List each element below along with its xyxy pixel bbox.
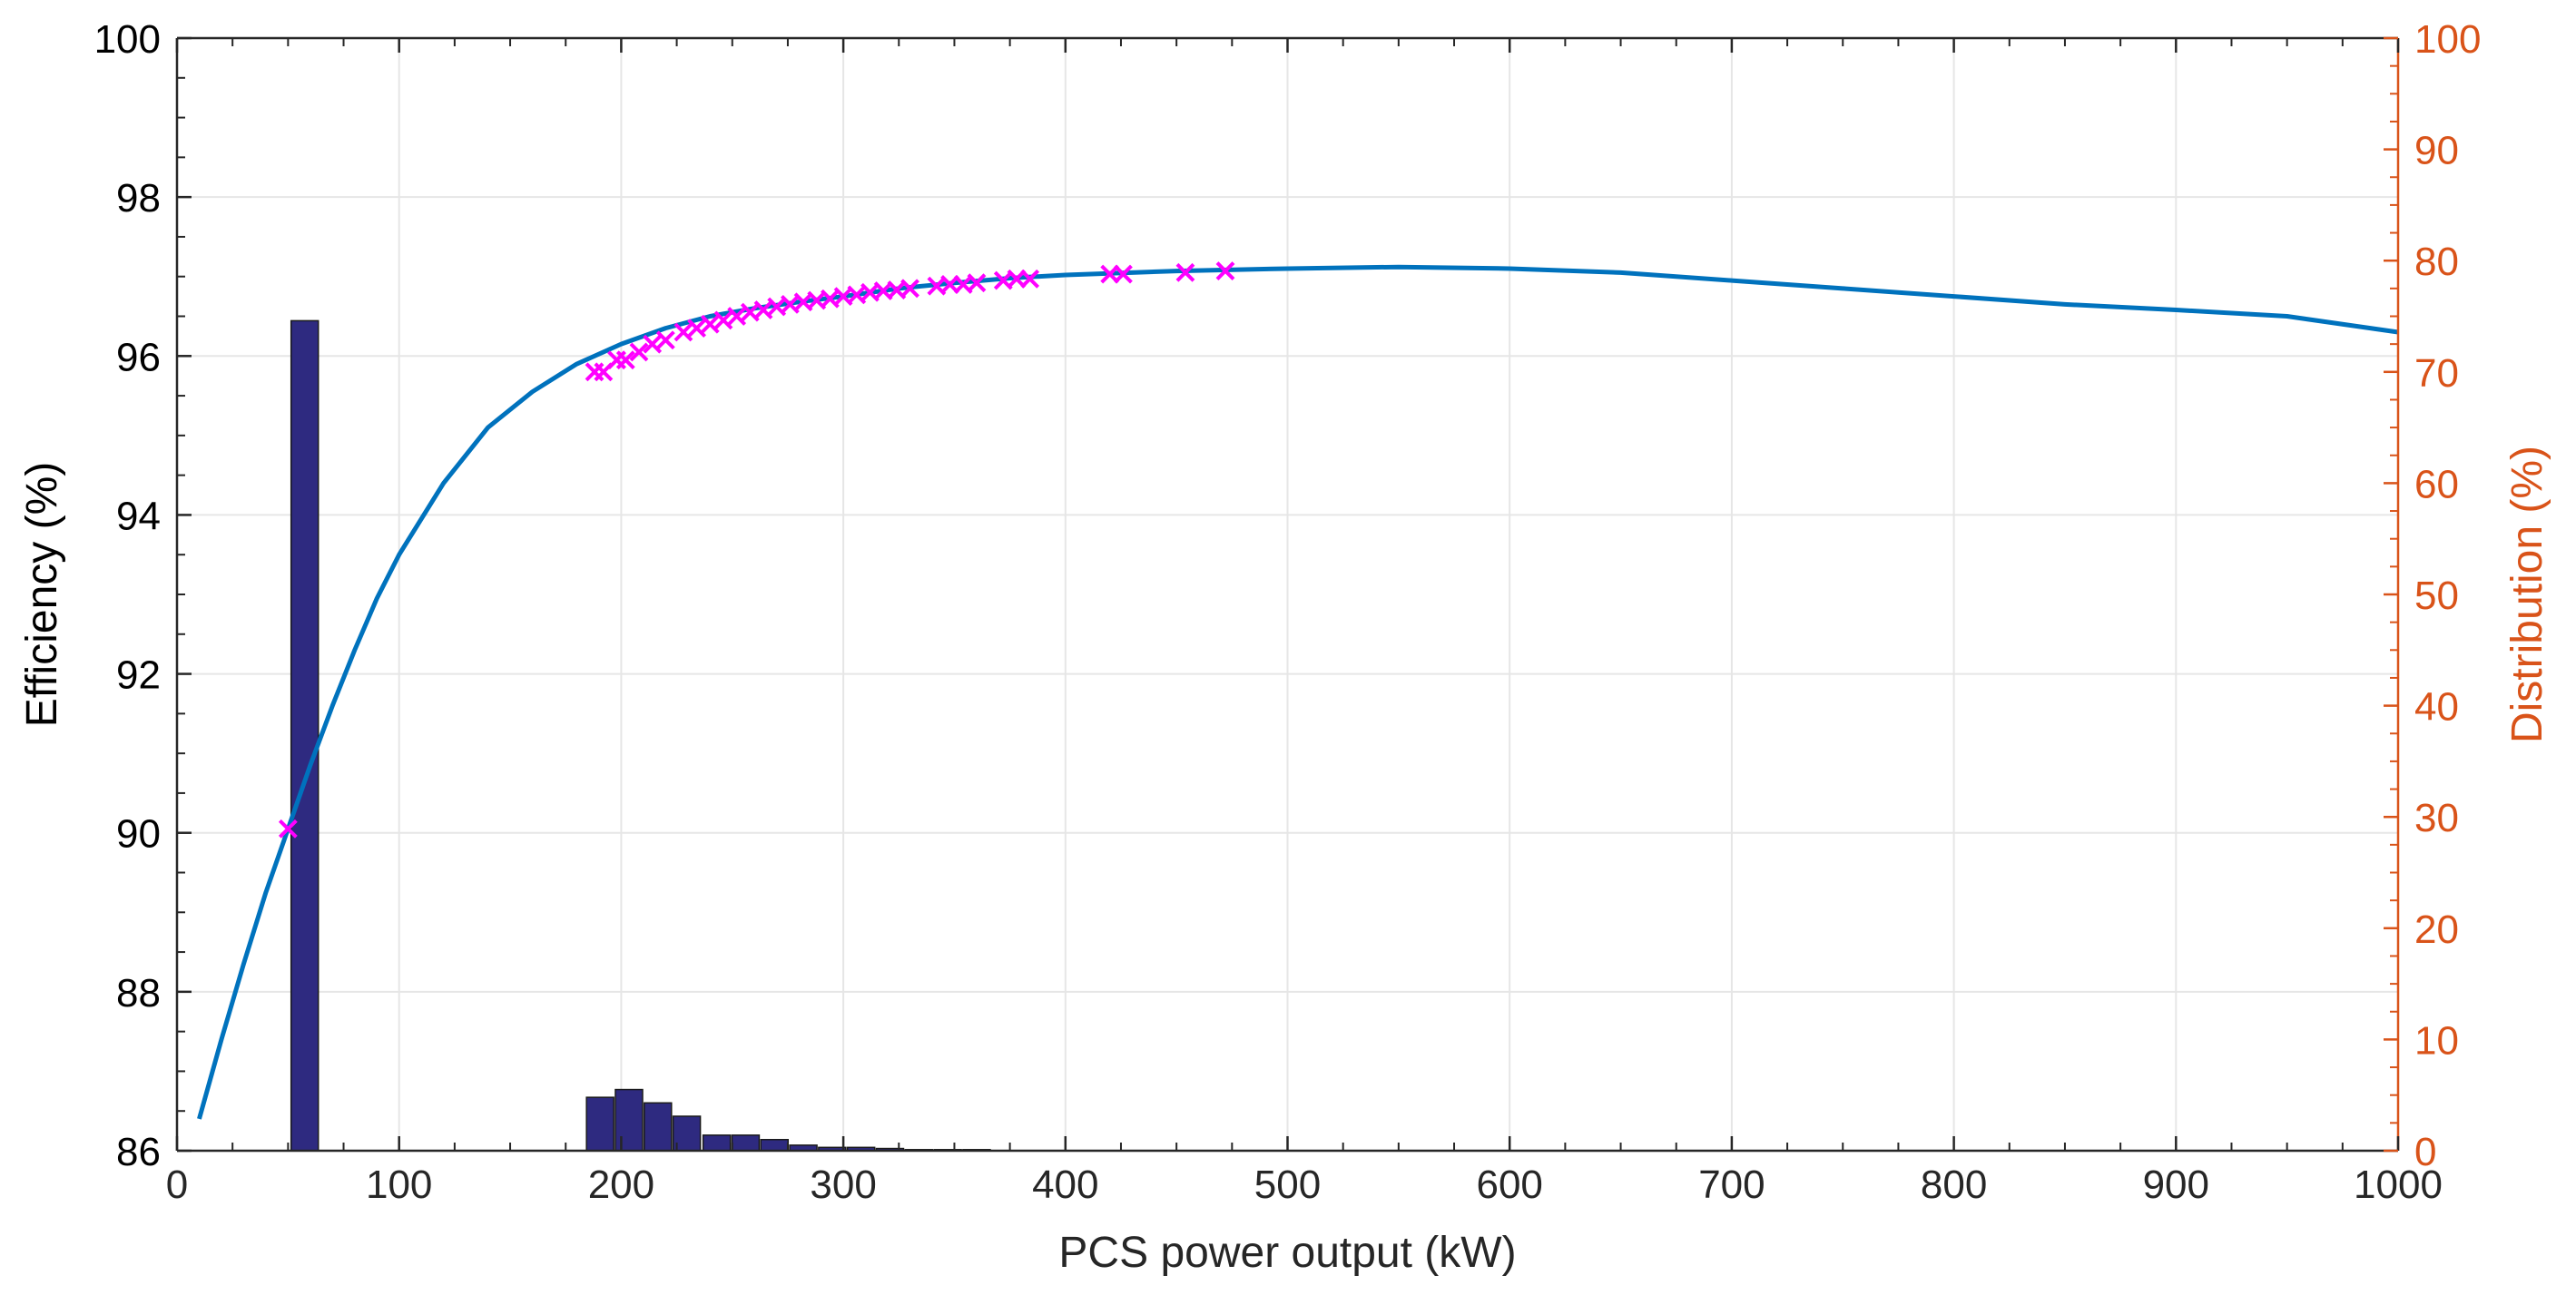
marker-stroke (687, 319, 707, 339)
x-tick-label: 400 (1032, 1163, 1098, 1207)
marker-stroke (629, 342, 649, 362)
operating-point-marker (655, 330, 675, 350)
marker-stroke (753, 300, 773, 319)
x-tick-label: 900 (2143, 1163, 2209, 1207)
y-left-tick-label: 100 (94, 17, 161, 62)
marker-stroke (655, 330, 675, 350)
operating-point-marker (673, 322, 693, 342)
x-tick-label: 200 (588, 1163, 654, 1207)
operating-point-marker (1020, 269, 1040, 289)
operating-point-marker (1114, 264, 1133, 284)
y-right-tick-label: 60 (2414, 462, 2459, 506)
distribution-bar (615, 1088, 644, 1152)
x-tick-label: 1000 (2354, 1163, 2443, 1207)
y-right-tick-label: 0 (2414, 1130, 2436, 1174)
x-tick-label: 300 (810, 1163, 876, 1207)
marker-stroke (767, 297, 787, 317)
operating-point-marker (1215, 261, 1235, 280)
axes: 0 100 200 300 400 500 600 700 800 900 100086889092… (94, 17, 2482, 1207)
y-left-tick-label: 90 (116, 812, 161, 857)
distribution-bar (644, 1102, 673, 1152)
x-tick-label: 100 (366, 1163, 432, 1207)
marker-stroke (873, 281, 893, 300)
labels: PCS power output (kW) Efficiency (%) Dis… (18, 446, 2551, 1277)
y-right-tick-label: 20 (2414, 908, 2459, 952)
x-tick-label: 600 (1476, 1163, 1542, 1207)
marker-stroke (900, 279, 919, 299)
y-left-tick-label: 88 (116, 971, 161, 1016)
operating-point-marker (1175, 262, 1195, 282)
marker-stroke (1175, 262, 1195, 282)
marker-stroke (953, 275, 973, 294)
y-left-tick-label: 86 (116, 1130, 161, 1174)
y-left-tick-label: 96 (116, 335, 161, 379)
marker-stroke (713, 310, 733, 330)
operating-point-marker (727, 307, 747, 326)
operating-point-marker (687, 319, 707, 339)
distribution-bar (702, 1134, 732, 1152)
marker-stroke (727, 307, 747, 326)
distribution-bar (731, 1134, 761, 1152)
marker-stroke (993, 270, 1013, 290)
grid (177, 38, 2398, 1151)
marker-stroke (847, 285, 867, 305)
y-right-tick-label: 80 (2414, 240, 2459, 284)
x-tick-label: 500 (1254, 1163, 1321, 1207)
marker-stroke (1114, 264, 1133, 284)
operating-point-marker (900, 279, 919, 299)
marker-stroke (860, 282, 880, 302)
y-left-tick-label: 94 (116, 494, 161, 538)
y-right-tick-label: 50 (2414, 574, 2459, 618)
marker-stroke (278, 819, 298, 839)
y-left-tick-label: 98 (116, 176, 161, 221)
markers (278, 261, 1235, 839)
distribution-bar (760, 1138, 789, 1152)
y-right-tick-label: 40 (2414, 685, 2459, 730)
operating-point-marker (700, 314, 720, 334)
marker-stroke (643, 334, 663, 354)
y-right-axis-label: Distribution (%) (2503, 446, 2551, 743)
marker-stroke (833, 287, 853, 307)
operating-point-marker (713, 310, 733, 330)
marker-stroke (927, 276, 947, 296)
distribution-bar (585, 1096, 615, 1152)
marker-stroke (1215, 261, 1235, 280)
operating-point-marker (643, 334, 663, 354)
marker-stroke (821, 289, 840, 309)
y-right-tick-label: 30 (2414, 796, 2459, 840)
marker-stroke (967, 273, 987, 293)
bars (290, 319, 991, 1152)
marker-stroke (807, 290, 827, 310)
marker-stroke (740, 302, 760, 322)
y-right-tick-label: 70 (2414, 351, 2459, 396)
y-left-tick-label: 92 (116, 653, 161, 698)
x-tick-label: 800 (1921, 1163, 1987, 1207)
y-left-axis-label: Efficiency (%) (18, 462, 66, 728)
operating-point-marker (753, 300, 773, 319)
operating-point-marker (278, 819, 298, 839)
marker-stroke (673, 322, 693, 342)
marker-stroke (615, 350, 635, 370)
y-right-tick-label: 10 (2414, 1018, 2459, 1063)
distribution-bar (290, 319, 320, 1152)
operating-point-marker (967, 273, 987, 293)
y-right-tick-label: 90 (2414, 129, 2459, 173)
marker-stroke (887, 280, 907, 300)
operating-point-marker (629, 342, 649, 362)
marker-stroke (1020, 269, 1040, 289)
marker-stroke (780, 294, 800, 314)
operating-point-marker (615, 350, 635, 370)
marker-stroke (793, 292, 813, 312)
marker-stroke (700, 314, 720, 334)
y-right-tick-label: 100 (2414, 17, 2481, 62)
x-axis-label: PCS power output (kW) (1058, 1229, 1516, 1277)
x-tick-label: 700 (1698, 1163, 1765, 1207)
distribution-bar (672, 1115, 702, 1152)
x-tick-label: 0 (166, 1163, 188, 1207)
